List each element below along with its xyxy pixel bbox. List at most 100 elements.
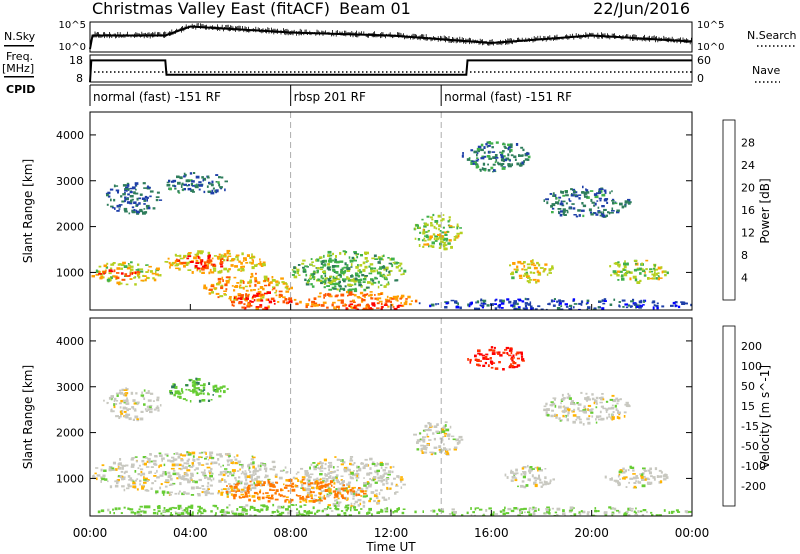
heatmap-cell bbox=[658, 475, 662, 478]
heatmap-cell bbox=[596, 192, 600, 195]
heatmap-cell bbox=[455, 235, 458, 238]
heatmap-cell bbox=[210, 263, 213, 266]
heatmap-cell bbox=[180, 512, 185, 515]
heatmap-cell bbox=[498, 361, 501, 364]
heatmap-cell bbox=[362, 261, 366, 265]
heatmap-cell bbox=[373, 267, 377, 270]
heatmap-cell bbox=[433, 237, 436, 241]
heatmap-cell bbox=[181, 509, 185, 512]
heatmap-cell bbox=[124, 273, 128, 276]
heatmap-cell bbox=[284, 298, 288, 301]
heatmap-cell bbox=[298, 510, 300, 513]
heatmap-cell bbox=[599, 398, 603, 401]
heatmap-cell bbox=[255, 306, 260, 308]
heatmap-cell bbox=[181, 475, 186, 478]
heatmap-cell bbox=[168, 484, 172, 486]
heatmap-cell bbox=[302, 487, 304, 490]
heatmap-cell bbox=[210, 455, 213, 457]
heatmap-cell bbox=[252, 289, 256, 291]
heatmap-cell bbox=[580, 510, 583, 513]
heatmap-cell bbox=[490, 303, 494, 306]
heatmap-cell bbox=[585, 189, 589, 192]
heatmap-cell bbox=[117, 479, 120, 481]
heatmap-cell bbox=[400, 304, 403, 307]
heatmap-cell bbox=[435, 227, 438, 230]
heatmap-cell bbox=[350, 463, 355, 466]
heatmap-cell bbox=[381, 509, 384, 512]
heatmap-cell bbox=[217, 258, 220, 260]
heatmap-cell bbox=[110, 409, 113, 413]
heatmap-cell bbox=[429, 425, 432, 428]
heatmap-cell bbox=[124, 188, 129, 191]
heatmap-cell bbox=[558, 417, 561, 420]
heatmap-cell bbox=[210, 283, 215, 286]
heatmap-cell bbox=[320, 490, 323, 493]
heatmap-cell bbox=[581, 209, 585, 212]
heatmap-cell bbox=[113, 269, 116, 273]
heatmap-cell bbox=[264, 476, 267, 479]
heatmap-cell bbox=[214, 288, 217, 291]
heatmap-cell bbox=[291, 488, 296, 492]
heatmap-cell bbox=[448, 437, 450, 440]
heatmap-cell bbox=[484, 169, 487, 172]
heatmap-cell bbox=[552, 304, 556, 307]
heatmap-cell bbox=[336, 477, 338, 480]
heatmap-cell bbox=[416, 441, 419, 444]
heatmap-cell bbox=[145, 410, 148, 412]
heatmap-cell bbox=[509, 264, 512, 267]
heatmap-cell bbox=[362, 281, 366, 283]
heatmap-cell bbox=[443, 241, 446, 245]
heatmap-cell bbox=[421, 218, 424, 221]
heatmap-cell bbox=[650, 475, 653, 478]
heatmap-cell bbox=[278, 295, 282, 298]
heatmap-cell bbox=[198, 183, 200, 187]
heatmap-cell bbox=[297, 495, 302, 497]
heatmap-cell bbox=[456, 225, 460, 228]
heatmap-cell bbox=[127, 408, 131, 410]
heatmap-cell bbox=[243, 303, 246, 306]
heatmap-cell bbox=[627, 262, 629, 265]
heatmap-cell bbox=[352, 495, 355, 497]
heatmap-cell bbox=[126, 188, 128, 192]
heatmap-cell bbox=[443, 443, 445, 446]
heatmap-cell bbox=[346, 277, 350, 280]
heatmap-cell bbox=[338, 285, 342, 288]
heatmap-cell bbox=[551, 203, 556, 207]
heatmap-cell bbox=[601, 393, 604, 395]
heatmap-cell bbox=[337, 503, 340, 506]
heatmap-cell bbox=[228, 278, 231, 281]
heatmap-cell bbox=[320, 466, 324, 470]
heatmap-cell bbox=[505, 147, 508, 149]
heatmap-cell bbox=[177, 455, 181, 459]
heatmap-cell bbox=[643, 300, 646, 303]
heatmap-cell bbox=[385, 479, 388, 482]
heatmap-cell bbox=[604, 475, 607, 479]
heatmap-cell bbox=[638, 300, 643, 304]
heatmap-cell bbox=[413, 433, 417, 436]
heatmap-cell bbox=[285, 484, 288, 487]
heatmap-cell bbox=[621, 471, 626, 474]
heatmap-cell bbox=[651, 514, 654, 516]
heatmap-cell bbox=[440, 240, 444, 244]
heatmap-cell bbox=[116, 204, 119, 208]
heatmap-cell bbox=[611, 190, 613, 193]
heatmap-cell bbox=[400, 273, 403, 276]
heatmap-cell bbox=[135, 209, 138, 212]
heatmap-cell bbox=[363, 296, 366, 298]
heatmap-cell bbox=[228, 297, 232, 300]
heatmap-cell bbox=[383, 498, 388, 501]
heatmap-cell bbox=[334, 492, 337, 495]
heatmap-cell bbox=[316, 509, 321, 512]
heatmap-cell bbox=[147, 186, 151, 189]
heatmap-cell bbox=[369, 472, 373, 475]
heatmap-cell bbox=[380, 477, 384, 480]
heatmap-cell bbox=[472, 511, 475, 514]
heatmap-cell bbox=[195, 392, 199, 395]
heatmap-cell bbox=[169, 491, 173, 494]
heatmap-cell bbox=[366, 494, 368, 498]
heatmap-cell bbox=[149, 404, 153, 407]
noise-tick-top-right: 10^5 bbox=[697, 20, 724, 31]
heatmap-cell bbox=[429, 451, 433, 454]
heatmap-cell bbox=[222, 254, 227, 258]
heatmap-cell bbox=[513, 357, 515, 359]
